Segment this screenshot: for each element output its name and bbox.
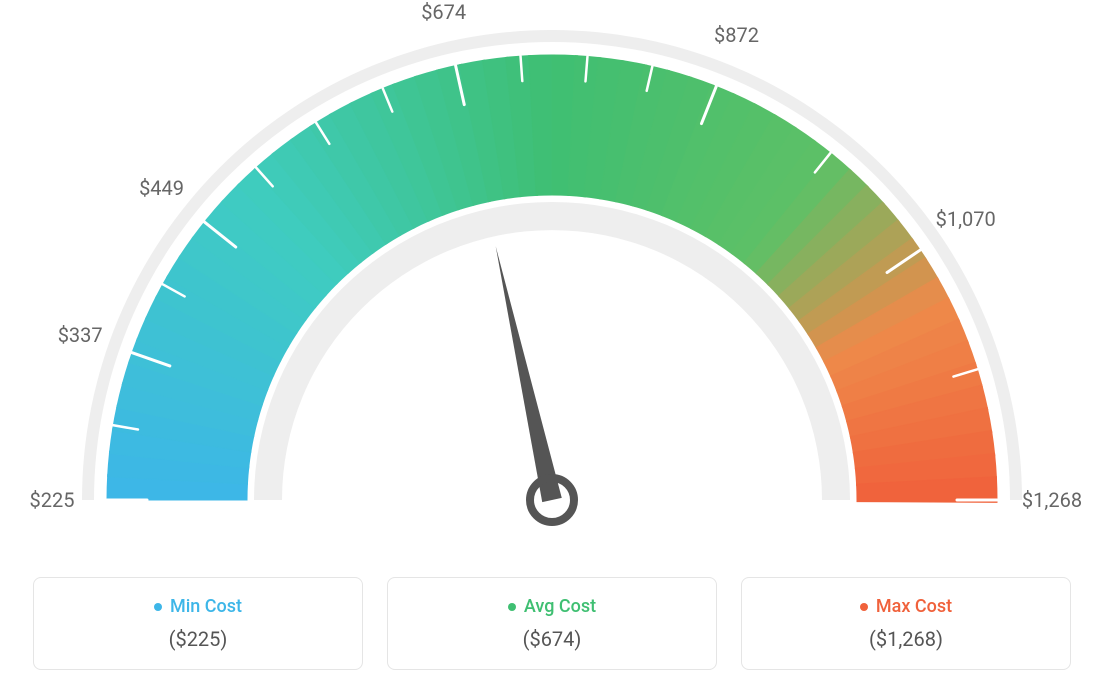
tick-label: $449 bbox=[139, 176, 184, 200]
tick-label: $225 bbox=[30, 488, 75, 512]
legend-min-value: ($225) bbox=[54, 627, 342, 651]
legend-avg-label-row: Avg Cost bbox=[408, 596, 696, 617]
legend-min-label: Min Cost bbox=[170, 596, 242, 617]
legend-card-max: Max Cost ($1,268) bbox=[741, 577, 1071, 670]
legend-min-label-row: Min Cost bbox=[54, 596, 342, 617]
legend-max-label-row: Max Cost bbox=[762, 596, 1050, 617]
legend-avg-value: ($674) bbox=[408, 627, 696, 651]
legend-avg-dot bbox=[508, 603, 516, 611]
legend-max-label: Max Cost bbox=[876, 596, 952, 617]
legend-max-dot bbox=[860, 603, 868, 611]
gauge-svg bbox=[0, 0, 1104, 560]
legend-max-value: ($1,268) bbox=[762, 627, 1050, 651]
tick-label: $674 bbox=[421, 0, 466, 24]
legend-card-min: Min Cost ($225) bbox=[33, 577, 363, 670]
legend-row: Min Cost ($225) Avg Cost ($674) Max Cost… bbox=[0, 577, 1104, 670]
tick-label: $1,070 bbox=[936, 207, 996, 231]
gauge-area: $225 $337 $449 $674 $872 $1,070 $1,268 bbox=[0, 0, 1104, 560]
needle bbox=[496, 246, 562, 502]
cost-gauge-chart: $225 $337 $449 $674 $872 $1,070 $1,268 Min Cos… bbox=[0, 0, 1104, 690]
tick-label: $1,268 bbox=[1022, 488, 1082, 512]
tick-label: $872 bbox=[714, 23, 759, 47]
tick-label: $337 bbox=[58, 323, 103, 347]
legend-min-dot bbox=[154, 603, 162, 611]
legend-avg-label: Avg Cost bbox=[524, 596, 596, 617]
legend-card-avg: Avg Cost ($674) bbox=[387, 577, 717, 670]
